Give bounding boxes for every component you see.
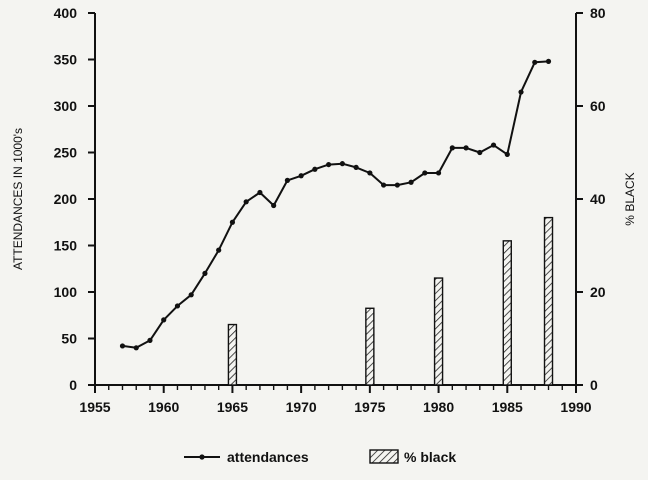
data-point (367, 170, 373, 176)
y-tick-label-left: 300 (54, 98, 78, 114)
data-point (490, 142, 497, 148)
y-tick-label-right: 20 (590, 284, 606, 300)
data-point (463, 145, 469, 151)
data-point (435, 170, 442, 176)
data-point (408, 179, 414, 185)
y-tick-label-right: 0 (590, 377, 598, 393)
data-point (422, 170, 428, 176)
data-point (216, 247, 222, 253)
x-tick-label: 1975 (354, 399, 385, 415)
data-point (188, 292, 194, 298)
data-point (532, 59, 538, 65)
x-tick-label: 1990 (560, 399, 591, 415)
legend-label-attendances: attendances (227, 449, 309, 465)
data-point (271, 202, 277, 209)
data-point (545, 58, 552, 64)
data-point (449, 145, 455, 151)
data-point (133, 345, 139, 351)
x-tick-label: 1955 (79, 399, 110, 415)
data-point (518, 89, 524, 95)
bar (365, 307, 375, 386)
y-tick-label-left: 100 (54, 284, 78, 300)
data-point (394, 182, 400, 188)
data-point (326, 161, 332, 168)
data-point (229, 219, 236, 225)
data-point (284, 177, 290, 183)
y-tick-label-left: 200 (54, 191, 78, 207)
bar (433, 277, 444, 386)
axes: 1955 1960 1965 1970 1975 1980 1985 1990 0 50 100 15… (11, 5, 637, 415)
x-tick-label: 1965 (217, 399, 248, 415)
legend: attendances % black (184, 449, 456, 465)
legend-bar-swatch (369, 449, 399, 464)
data-point (174, 303, 181, 309)
data-point (119, 343, 126, 349)
y-axis-title-left: ATTENDANCES IN 1000's (11, 128, 25, 270)
line-series (119, 58, 552, 351)
data-point (504, 151, 510, 157)
x-tick-label: 1970 (286, 399, 317, 415)
data-point (298, 173, 304, 179)
legend-label-black: % black (404, 449, 456, 465)
data-point (257, 189, 263, 196)
data-point (202, 270, 208, 276)
data-point (477, 149, 483, 156)
data-point (161, 317, 167, 323)
data-point (339, 161, 345, 167)
y-tick-label-left: 150 (54, 238, 78, 254)
x-tick-label: 1960 (148, 399, 179, 415)
data-point (147, 337, 153, 343)
bar (227, 323, 238, 386)
bar (502, 240, 512, 386)
y-tick-label-left: 400 (54, 5, 78, 21)
y-tick-label-left: 250 (54, 145, 78, 161)
y-tick-label-left: 50 (61, 331, 77, 347)
y-tick-label-left: 350 (54, 52, 78, 68)
legend-line-marker (199, 454, 205, 460)
y-tick-label-right: 40 (590, 191, 606, 207)
data-point (381, 182, 387, 188)
bar (543, 216, 554, 386)
data-point (312, 166, 318, 172)
data-point (243, 199, 249, 205)
y-tick-label-left: 0 (69, 377, 77, 393)
x-tick-label: 1980 (423, 399, 454, 415)
attendances-line (122, 60, 549, 349)
y-axis-title-right: % BLACK (623, 172, 637, 225)
x-tick-label: 1985 (492, 399, 523, 415)
y-tick-label-right: 80 (590, 5, 606, 21)
y-tick-label-right: 60 (590, 98, 606, 114)
bar-series (227, 216, 554, 386)
data-point (353, 164, 359, 170)
